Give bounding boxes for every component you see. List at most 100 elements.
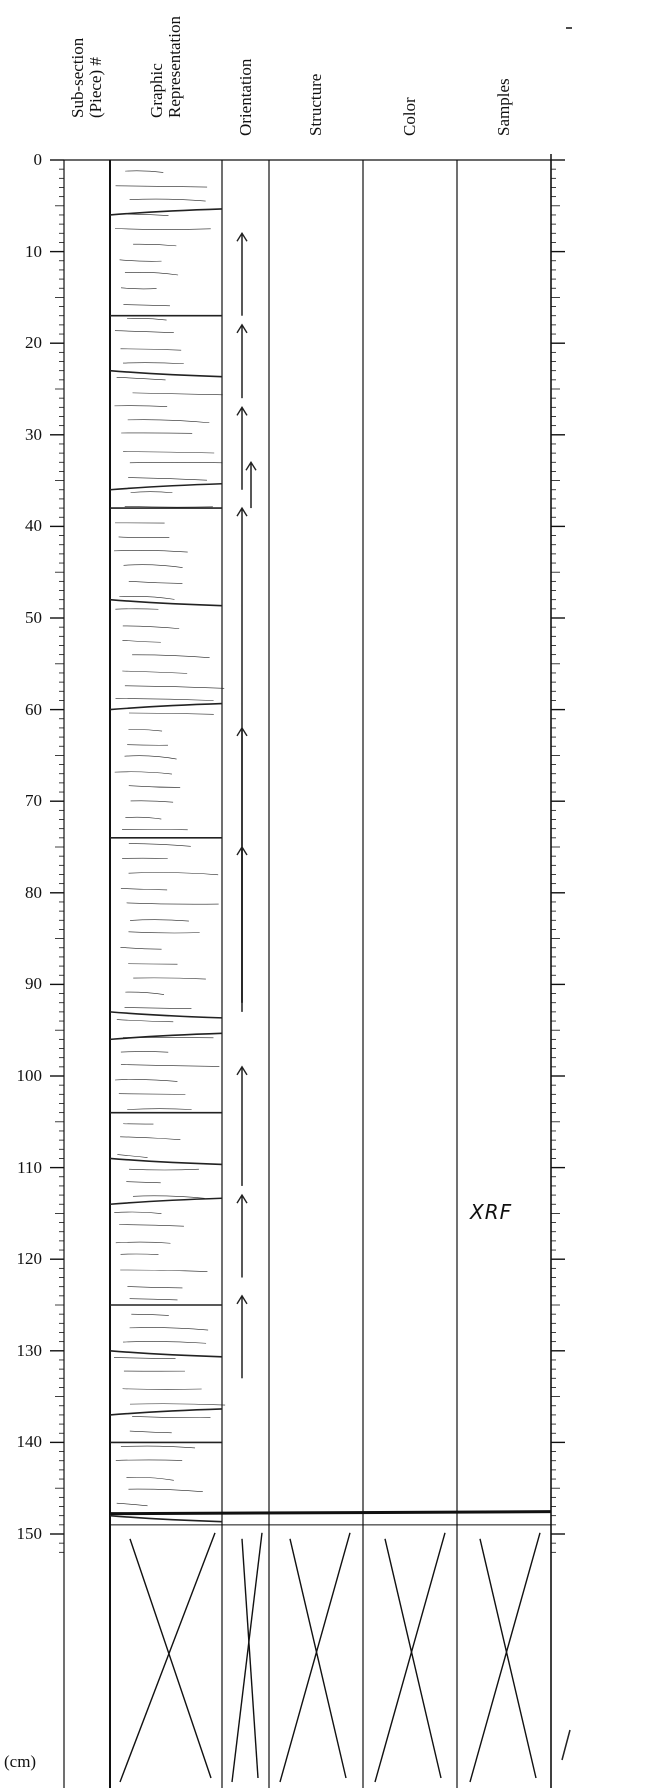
texture-line: [120, 888, 168, 891]
depth-tick-label: 20: [25, 333, 42, 353]
texture-line: [123, 451, 215, 454]
texture-line: [128, 581, 183, 584]
depth-tick-label: 70: [25, 791, 42, 811]
texture-line: [123, 362, 184, 365]
empty-cell-cross: [289, 1538, 347, 1779]
empty-cell-cross: [479, 1538, 537, 1779]
texture-line: [127, 213, 169, 216]
texture-line: [114, 1211, 162, 1214]
piece-boundary: [109, 598, 223, 607]
texture-line: [129, 462, 223, 464]
empty-cell-cross: [469, 1532, 541, 1783]
texture-line: [132, 1416, 211, 1419]
texture-line: [125, 991, 165, 995]
texture-line: [122, 625, 180, 629]
texture-line: [120, 287, 157, 290]
samples-xrf-annotation: XRF: [470, 1200, 513, 1224]
texture-line: [127, 419, 210, 424]
texture-line: [133, 977, 206, 980]
depth-tick-label: 110: [17, 1157, 42, 1177]
texture-line: [120, 1253, 159, 1255]
texture-line: [130, 919, 189, 922]
texture-line: [129, 1327, 209, 1331]
depth-tick-label: 120: [16, 1249, 43, 1269]
orientation-arrowhead: [236, 1294, 248, 1305]
piece-boundary: [109, 369, 223, 378]
texture-line: [129, 198, 206, 202]
depth-tick-label: 10: [25, 241, 42, 261]
piece-boundary: [109, 208, 223, 216]
texture-line: [119, 595, 175, 600]
texture-line: [130, 800, 174, 803]
orientation-arrowhead: [236, 1065, 248, 1076]
texture-line: [124, 685, 225, 689]
texture-line: [129, 1403, 226, 1406]
piece-boundary: [109, 1514, 223, 1523]
texture-line: [129, 1298, 178, 1301]
texture-line: [120, 348, 182, 351]
texture-line: [120, 1445, 196, 1449]
texture-line: [120, 1269, 208, 1272]
empty-cell-cross: [119, 1532, 216, 1783]
texture-line: [127, 1108, 192, 1110]
texture-line: [116, 1502, 148, 1507]
depth-tick-label: 130: [16, 1340, 43, 1360]
piece-boundary: [109, 1032, 223, 1041]
texture-line: [124, 1007, 192, 1009]
texture-line: [116, 377, 166, 381]
texture-line: [133, 243, 177, 247]
orientation-arrowhead: [236, 845, 248, 856]
orientation-arrowhead: [236, 405, 248, 416]
piece-boundary: [109, 1157, 223, 1166]
orientation-arrowhead: [236, 323, 248, 334]
texture-line: [123, 1341, 207, 1344]
empty-cell-cross: [129, 1538, 212, 1779]
texture-line: [120, 1136, 181, 1140]
texture-line: [125, 170, 164, 173]
empty-cell-cross: [241, 1538, 259, 1779]
depth-unit-label: (cm): [4, 1752, 37, 1771]
depth-tick-label: 60: [25, 699, 42, 719]
texture-line: [114, 771, 172, 775]
empty-cell-cross: [374, 1532, 446, 1783]
empty-cell-cross: [231, 1532, 263, 1783]
texture-line: [124, 272, 179, 276]
orientation-arrowhead: [236, 231, 248, 242]
texture-line: [128, 729, 163, 732]
orientation-arrowhead: [236, 1193, 248, 1204]
depth-tick-label: 140: [16, 1432, 43, 1452]
edge-mark: [561, 1729, 571, 1761]
texture-line: [115, 1079, 178, 1082]
texture-line: [118, 1093, 186, 1095]
piece-boundary: [109, 1011, 223, 1019]
texture-line: [115, 1459, 183, 1461]
texture-line: [115, 1241, 171, 1244]
empty-cell-cross: [279, 1532, 351, 1783]
piece-boundary: [109, 482, 223, 491]
texture-line: [114, 330, 174, 333]
piece-boundary: [109, 1408, 223, 1416]
texture-line: [128, 477, 207, 481]
texture-line: [131, 1313, 169, 1316]
depth-tick-label: 40: [25, 516, 42, 536]
texture-line: [122, 639, 161, 643]
depth-tick-label: 80: [25, 882, 42, 902]
depth-tick-label: 90: [25, 974, 42, 994]
texture-line: [127, 744, 168, 746]
texture-line: [118, 536, 170, 538]
texture-line: [117, 1154, 148, 1158]
texture-line: [128, 872, 219, 876]
texture-line: [125, 816, 162, 820]
texture-line: [128, 785, 181, 788]
texture-line: [132, 1195, 205, 1199]
depth-tick-label: 0: [33, 150, 43, 169]
texture-line: [119, 259, 162, 262]
texture-line: [114, 549, 188, 553]
depth-tick-label: 50: [25, 608, 42, 627]
texture-line: [128, 931, 200, 934]
texture-line: [115, 185, 208, 188]
orientation-arrowhead: [245, 460, 257, 471]
piece-boundary: [109, 702, 223, 711]
